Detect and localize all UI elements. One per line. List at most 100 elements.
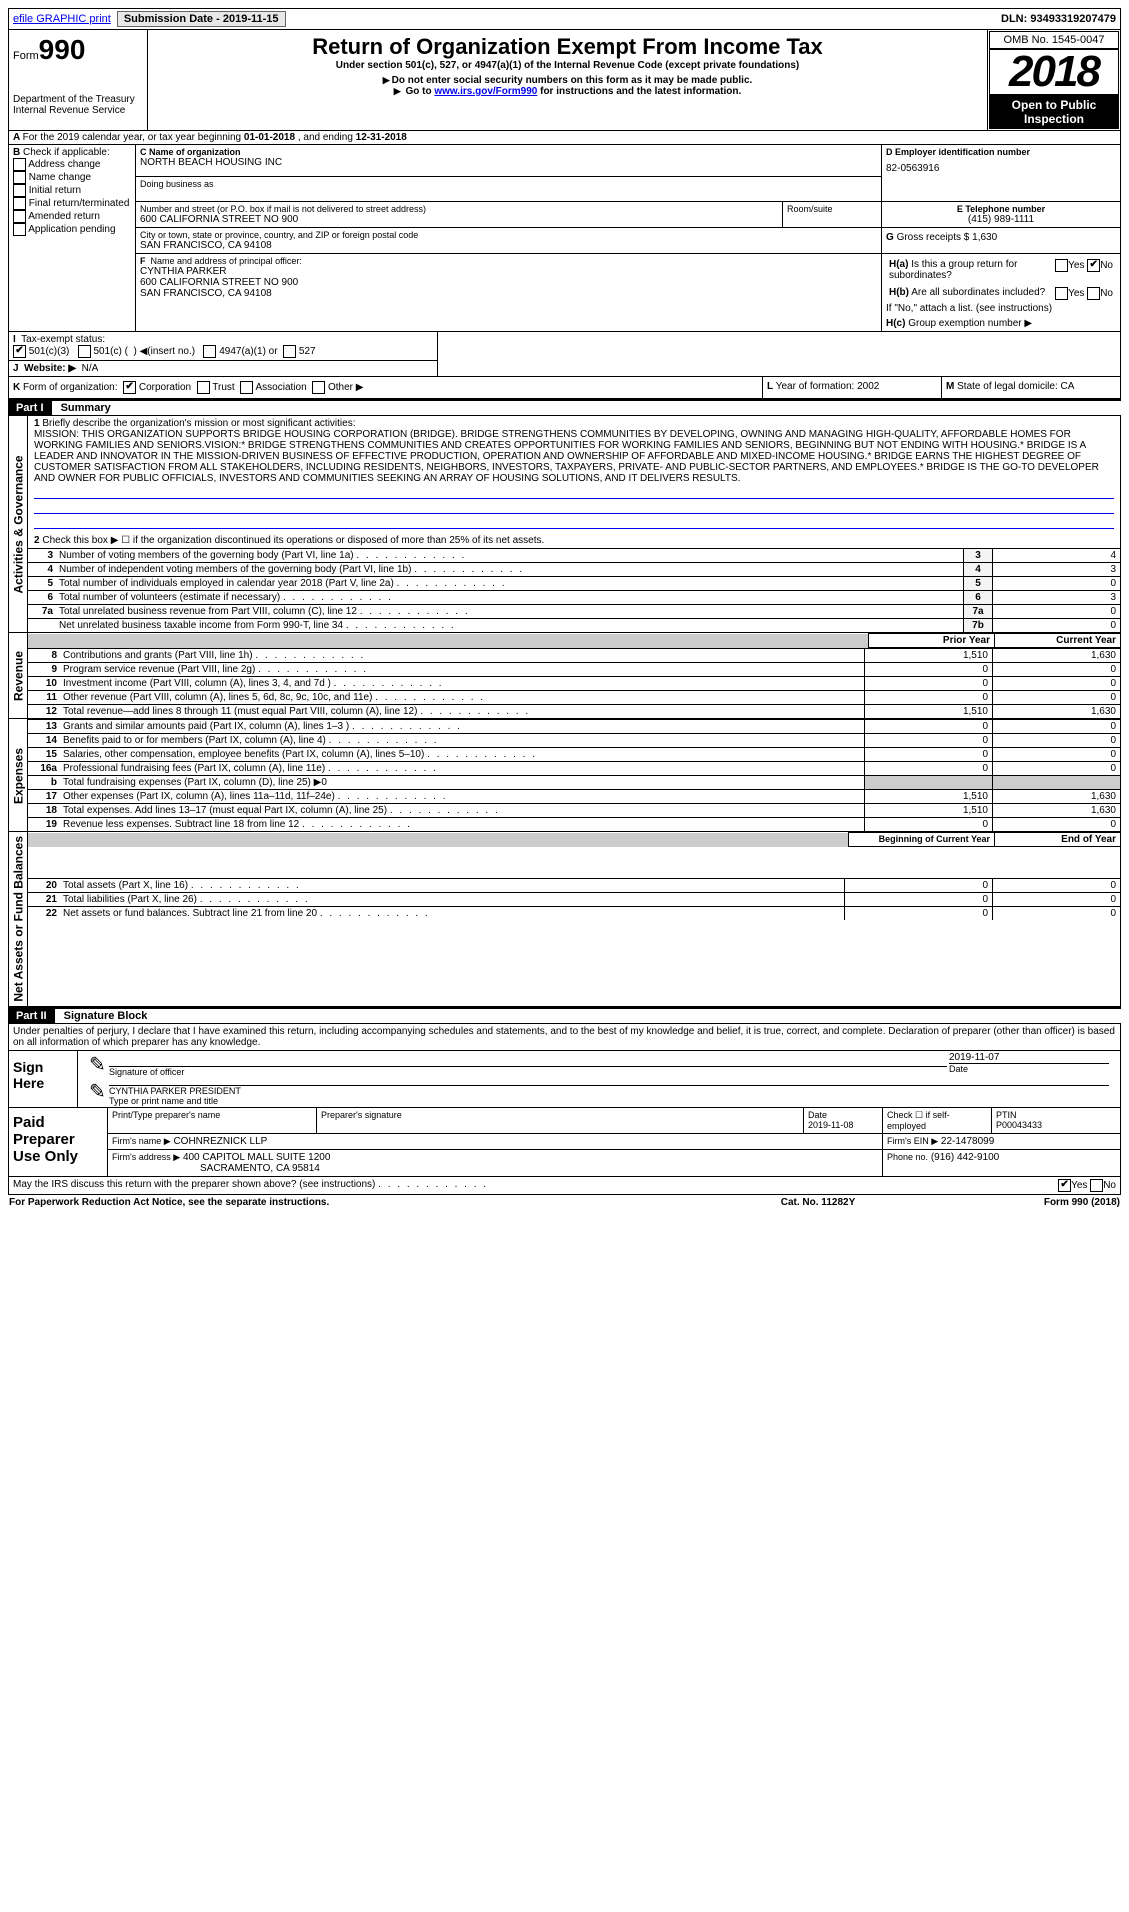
declaration: Under penalties of perjury, I declare th… [8, 1024, 1121, 1050]
j-label: J [13, 363, 19, 374]
side-exp: Expenses [9, 719, 28, 832]
sig-officer-label: Signature of officer [109, 1067, 947, 1077]
line-row: 10Investment income (Part VIII, column (… [28, 677, 1120, 691]
ha-yes[interactable] [1055, 259, 1068, 272]
date-label: Date [949, 1064, 1109, 1074]
yes3: Yes [1071, 1180, 1087, 1191]
a-text: For the 2019 calendar year, or tax year … [23, 132, 244, 143]
k-other[interactable] [312, 381, 325, 394]
ha-no[interactable]: ✔ [1087, 259, 1100, 272]
q1-label: 1 [34, 418, 40, 429]
line-row: 11Other revenue (Part VIII, column (A), … [28, 691, 1120, 705]
submission-date-btn[interactable]: Submission Date - 2019-11-15 [117, 11, 286, 27]
street-addr: 600 CALIFORNIA STREET NO 900 [140, 214, 778, 225]
b-opt-box[interactable] [13, 184, 26, 197]
ag-row: 4Number of independent voting members of… [28, 563, 1120, 577]
m-text: State of legal domicile: [957, 381, 1058, 392]
part1-table: Activities & Governance 1 Briefly descri… [8, 416, 1121, 1007]
b-opt-box[interactable] [13, 223, 26, 236]
i-o4: 527 [299, 346, 316, 357]
no-lbl2: No [1100, 288, 1113, 299]
a-begin: 01-01-2018 [244, 132, 295, 143]
part1-header: Part I Summary [8, 399, 1121, 416]
b-check: Check if applicable: [23, 147, 110, 158]
hb-no[interactable] [1087, 287, 1100, 300]
paid-label: Paid Preparer Use Only [9, 1108, 108, 1177]
mission-text: MISSION: THIS ORGANIZATION SUPPORTS BRID… [34, 429, 1114, 484]
line-row: 9Program service revenue (Part VIII, lin… [28, 663, 1120, 677]
firm-name-label: Firm's name ▶ [112, 1136, 171, 1146]
side-ag: Activities & Governance [9, 416, 28, 633]
city-val: SAN FRANCISCO, CA 94108 [140, 240, 877, 251]
line-row: 17Other expenses (Part IX, column (A), l… [28, 790, 1120, 804]
ha-text: Is this a group return for subordinates? [889, 259, 1017, 281]
city-label: City or town, state or province, country… [140, 230, 877, 240]
sub-label: Submission Date - [124, 13, 223, 25]
hb-text: Are all subordinates included? [911, 287, 1045, 298]
dln-label: DLN: [1001, 13, 1030, 25]
no-lbl: No [1100, 260, 1113, 271]
discuss-row: May the IRS discuss this return with the… [8, 1177, 1121, 1195]
c-name-label: C Name of organization [140, 147, 877, 157]
k-o2: Trust [212, 382, 234, 393]
sign-here: Sign Here [9, 1050, 78, 1107]
k-o4: Other ▶ [328, 382, 363, 393]
e-label: E Telephone number [886, 204, 1116, 214]
b-opt-box[interactable] [13, 197, 26, 210]
hc-text: Group exemption number ▶ [908, 318, 1032, 329]
side-rev: Revenue [9, 633, 28, 719]
form-label: Form990 [13, 34, 143, 66]
k-corp[interactable]: ✔ [123, 381, 136, 394]
return-title: Return of Organization Exempt From Incom… [156, 34, 979, 60]
ptin: P00043433 [996, 1120, 1042, 1130]
entity-block: B Check if applicable: Address change Na… [8, 145, 1121, 332]
hb-label: H(b) [889, 287, 909, 298]
l-text: Year of formation: [776, 381, 855, 392]
line-row: 14Benefits paid to or for members (Part … [28, 734, 1120, 748]
k-trust[interactable] [197, 381, 210, 394]
b-opt-box[interactable] [13, 210, 26, 223]
officer-addr1: 600 CALIFORNIA STREET NO 900 [140, 277, 877, 288]
col-ptin: PTIN [996, 1110, 1017, 1120]
side-net: Net Assets or Fund Balances [9, 832, 28, 1007]
discuss-no[interactable] [1090, 1179, 1103, 1192]
efile-link[interactable]: efile GRAPHIC print [13, 13, 111, 25]
dba-label: Doing business as [140, 177, 877, 189]
part2-label: Part II [8, 1009, 55, 1023]
officer-name: CYNTHIA PARKER [140, 266, 877, 277]
sub-date: 2019-11-15 [223, 13, 279, 25]
line-row: 13Grants and similar amounts paid (Part … [28, 720, 1120, 734]
yes-lbl2: Yes [1068, 288, 1084, 299]
b-option: Final return/terminated [13, 197, 131, 210]
irs-link[interactable]: www.irs.gov/Form990 [434, 86, 537, 97]
domicile: CA [1061, 381, 1075, 392]
i-label: I [13, 334, 16, 345]
i-527[interactable] [283, 345, 296, 358]
part1-label: Part I [8, 401, 52, 415]
discuss-yes[interactable]: ✔ [1058, 1179, 1071, 1192]
line-a: A For the 2019 calendar year, or tax yea… [8, 131, 1121, 145]
i-4947[interactable] [203, 345, 216, 358]
k-text: Form of organization: [23, 382, 118, 393]
q2-text: Check this box ▶ ☐ if the organization d… [42, 535, 544, 546]
b-option: Address change [13, 158, 131, 171]
hb-yes[interactable] [1055, 287, 1068, 300]
q1-text: Briefly describe the organization's miss… [42, 418, 355, 429]
k-assoc[interactable] [240, 381, 253, 394]
i-501c[interactable] [78, 345, 91, 358]
k-label: K [13, 382, 20, 393]
year-formation: 2002 [857, 381, 879, 392]
i-501c3[interactable]: ✔ [13, 345, 26, 358]
dept-treasury: Department of the Treasury Internal Reve… [13, 94, 143, 116]
col-preparer-sig: Preparer's signature [321, 1110, 799, 1120]
sign-here-table: Sign Here ✎ Signature of officer 2019-11… [8, 1050, 1121, 1108]
gross-receipts: 1,630 [972, 232, 997, 243]
b-option: Application pending [13, 223, 131, 236]
pen-icon: ✎ [88, 1051, 108, 1078]
line-row: 12Total revenue—add lines 8 through 11 (… [28, 705, 1120, 719]
hdr-beg: Beginning of Current Year [849, 833, 995, 847]
b-opt-box[interactable] [13, 171, 26, 184]
b-opt-box[interactable] [13, 158, 26, 171]
i-text: Tax-exempt status: [21, 334, 105, 345]
d-label: D Employer identification number [886, 147, 1116, 157]
